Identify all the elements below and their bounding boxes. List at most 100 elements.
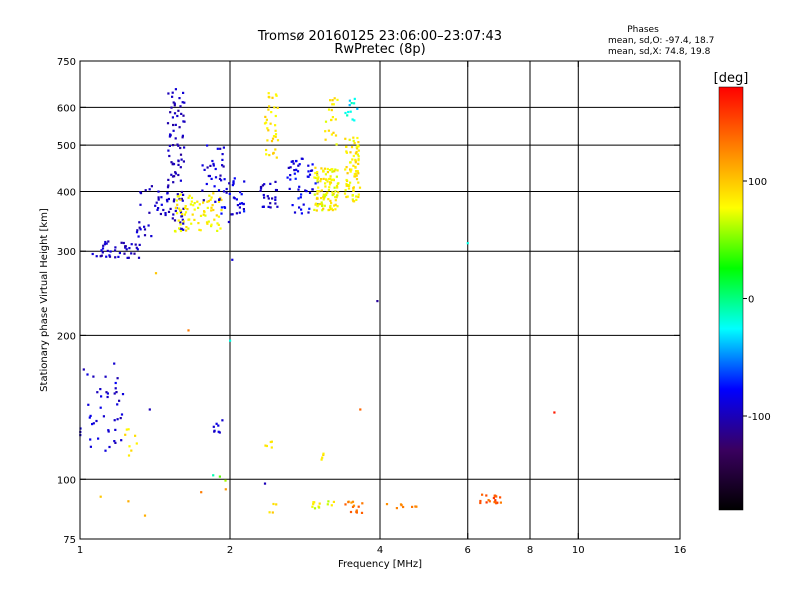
data-point bbox=[198, 228, 201, 231]
data-point bbox=[217, 189, 221, 192]
data-point bbox=[114, 249, 117, 252]
data-point bbox=[176, 212, 179, 215]
data-point bbox=[181, 134, 184, 137]
data-point bbox=[357, 505, 360, 508]
data-point bbox=[334, 168, 337, 171]
data-point bbox=[204, 214, 207, 217]
data-point bbox=[210, 206, 213, 209]
data-point bbox=[139, 192, 143, 195]
data-point bbox=[335, 185, 339, 188]
data-point bbox=[330, 118, 333, 122]
colorbar-label: [deg] bbox=[714, 71, 749, 86]
data-point bbox=[300, 212, 303, 215]
data-point bbox=[331, 193, 334, 197]
data-point bbox=[350, 168, 353, 171]
data-point bbox=[267, 92, 270, 95]
data-point bbox=[239, 202, 242, 205]
data-point bbox=[170, 161, 173, 164]
y-axis-label: Stationary phase Virtual Height [km] bbox=[39, 208, 50, 392]
data-point bbox=[174, 171, 177, 174]
data-point bbox=[259, 187, 263, 190]
data-point bbox=[178, 227, 181, 230]
data-point bbox=[357, 158, 360, 161]
data-point bbox=[385, 503, 389, 506]
data-point bbox=[184, 207, 187, 210]
data-point bbox=[217, 200, 221, 203]
y-tick-label: 75 bbox=[63, 535, 76, 546]
data-point bbox=[492, 496, 495, 500]
data-point bbox=[210, 177, 213, 180]
data-point bbox=[352, 187, 355, 190]
data-point bbox=[199, 229, 202, 232]
data-point bbox=[179, 227, 182, 230]
data-point bbox=[219, 227, 222, 230]
data-point bbox=[345, 166, 348, 169]
data-point bbox=[120, 439, 123, 442]
data-point bbox=[351, 505, 355, 508]
data-point bbox=[271, 137, 275, 140]
data-point bbox=[172, 129, 175, 132]
data-point bbox=[263, 122, 267, 125]
data-point bbox=[334, 203, 337, 206]
data-point bbox=[138, 243, 141, 246]
data-point bbox=[208, 194, 211, 197]
data-point bbox=[355, 174, 358, 177]
data-point bbox=[113, 362, 116, 365]
data-point bbox=[236, 204, 239, 207]
data-point bbox=[357, 155, 360, 158]
data-point bbox=[187, 329, 190, 332]
data-point bbox=[150, 235, 153, 238]
data-point bbox=[221, 164, 224, 167]
data-point bbox=[322, 207, 325, 210]
data-point bbox=[350, 102, 353, 105]
data-point bbox=[269, 202, 272, 205]
data-point bbox=[313, 208, 316, 211]
data-point bbox=[193, 202, 196, 205]
data-point bbox=[107, 430, 110, 433]
data-point bbox=[332, 178, 335, 181]
data-point bbox=[318, 502, 321, 505]
data-point bbox=[313, 176, 316, 179]
data-point bbox=[265, 148, 268, 152]
data-point bbox=[274, 129, 277, 132]
data-point bbox=[178, 207, 181, 210]
data-point bbox=[212, 208, 215, 212]
data-point bbox=[165, 198, 169, 201]
data-point bbox=[176, 143, 179, 146]
data-point bbox=[139, 203, 142, 206]
data-point bbox=[324, 130, 327, 133]
data-point bbox=[320, 201, 323, 204]
data-point bbox=[322, 198, 325, 201]
data-point bbox=[171, 116, 174, 119]
data-point bbox=[232, 181, 235, 184]
data-point bbox=[222, 165, 225, 168]
data-point bbox=[188, 194, 191, 197]
data-point bbox=[177, 144, 180, 147]
data-point bbox=[181, 101, 184, 104]
data-point bbox=[355, 146, 358, 149]
data-point bbox=[324, 185, 327, 188]
data-point bbox=[298, 163, 301, 166]
data-point bbox=[229, 339, 232, 342]
data-point bbox=[265, 153, 268, 156]
data-point bbox=[274, 198, 277, 201]
data-point bbox=[160, 196, 163, 199]
data-point bbox=[182, 160, 185, 163]
data-point bbox=[148, 188, 151, 191]
data-point bbox=[352, 136, 355, 139]
data-point bbox=[206, 222, 209, 225]
data-point bbox=[269, 182, 272, 185]
data-point bbox=[356, 107, 359, 110]
data-point bbox=[179, 146, 182, 150]
data-point bbox=[327, 500, 330, 503]
data-point bbox=[354, 161, 357, 164]
data-point bbox=[304, 189, 307, 192]
data-point bbox=[88, 416, 91, 419]
data-point bbox=[100, 254, 103, 257]
data-point bbox=[400, 504, 403, 507]
data-point bbox=[348, 184, 351, 187]
data-point bbox=[179, 105, 182, 108]
data-point bbox=[263, 482, 267, 485]
data-point bbox=[336, 98, 339, 101]
data-point bbox=[345, 195, 348, 199]
